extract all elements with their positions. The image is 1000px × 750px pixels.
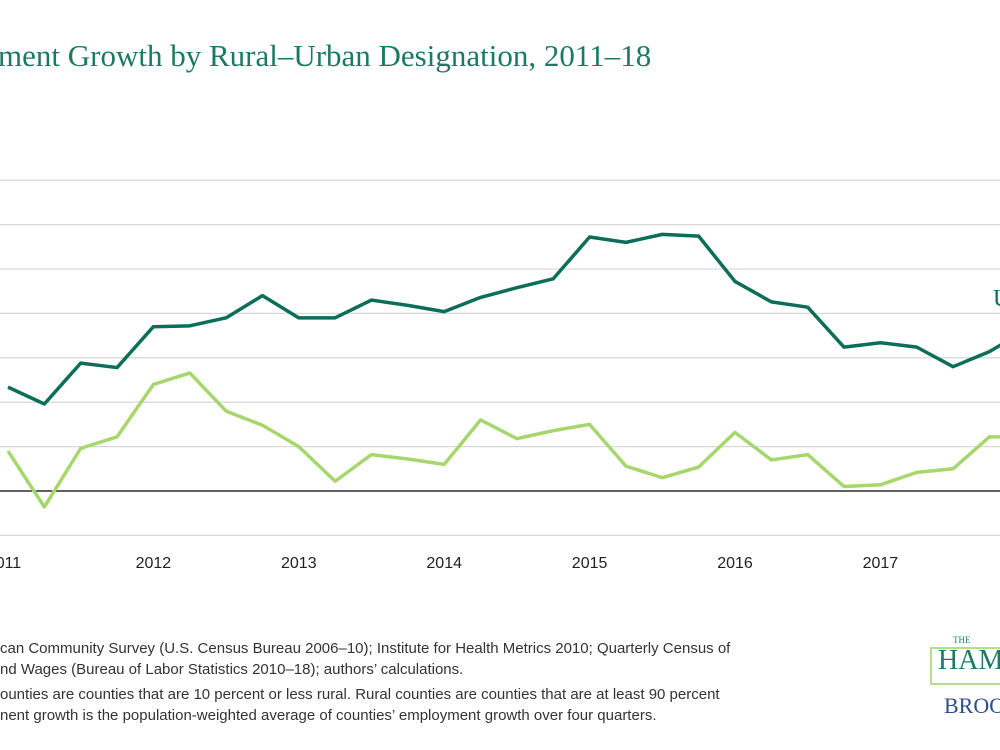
line-chart: 2011 2012 2013 2014 2015 2016 2017 U — [0, 179, 1000, 572]
x-tick-label: 2014 — [426, 555, 462, 572]
logo-the: THE — [950, 635, 974, 645]
x-tick-label: 2013 — [281, 555, 317, 572]
x-tick-label: 2017 — [863, 555, 899, 572]
chart-title: ment Growth by Rural–Urban Designation, … — [0, 38, 652, 73]
note-line-1: ounties are counties that are 10 percent… — [0, 686, 720, 703]
note-line-2: nent growth is the population-weighted a… — [0, 707, 657, 724]
x-tick-label: 2011 — [0, 555, 21, 572]
source-line-1: can Community Survey (U.S. Census Bureau… — [0, 640, 731, 657]
x-tick-label: 2015 — [572, 555, 608, 572]
logo-broo: BROO — [944, 693, 1000, 718]
series-line-rural — [6, 371, 1000, 509]
series-label-urban: U — [993, 286, 1000, 312]
source-line-2: nd Wages (Bureau of Labor Statistics 201… — [0, 661, 464, 678]
series-line-urban — [7, 232, 1000, 406]
logo-ham: HAM — [938, 645, 1000, 676]
hamilton-brookings-logo: THE HAM BROO — [928, 635, 1000, 718]
x-tick-label: 2012 — [136, 555, 172, 572]
x-tick-label: 2016 — [717, 555, 753, 572]
